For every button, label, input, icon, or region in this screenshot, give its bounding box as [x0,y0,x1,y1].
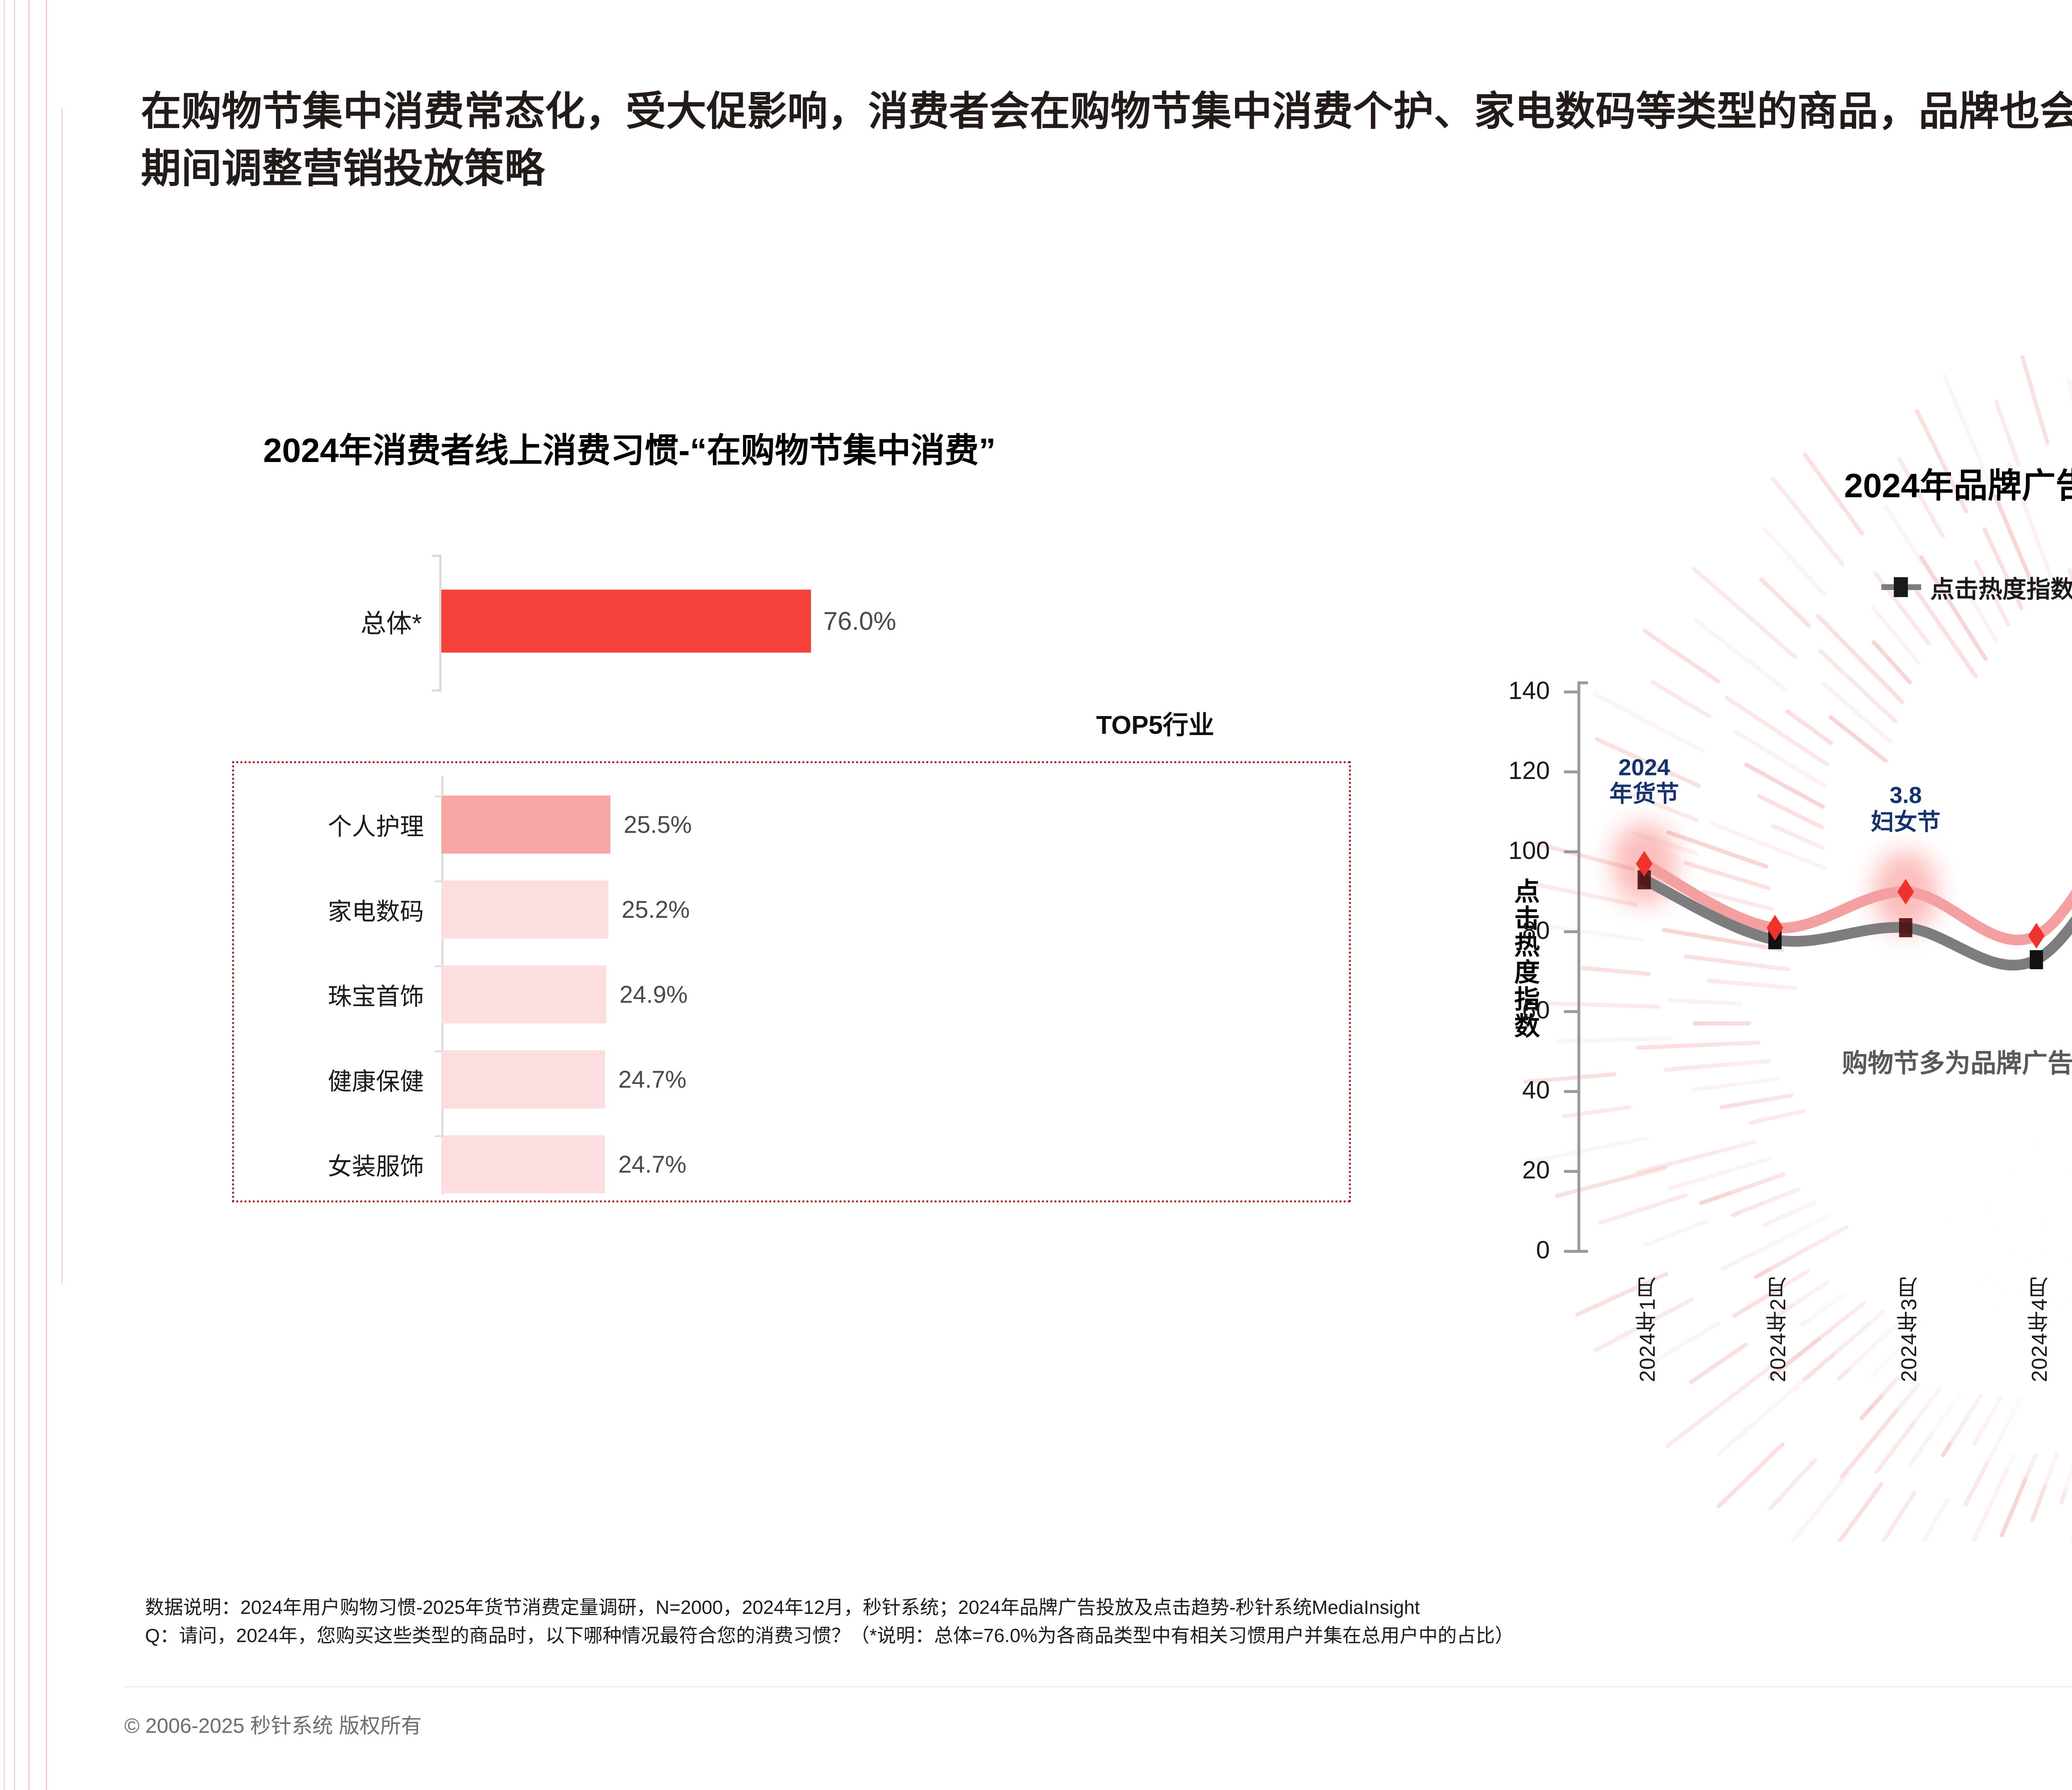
y-tick-left: 0 [1536,1236,1550,1264]
top5-value-label: 24.9% [620,981,688,1008]
footnote-line-2: Q：请问，2024年，您购买这些类型的商品时，以下哪种情况最符合您的消费习惯？（… [145,1625,1514,1647]
top5-row: 家电数码 25.2% [234,872,1349,947]
y-tick-left: 60 [1522,996,1550,1024]
top5-axis-tick [435,965,442,967]
consumption-habit-panel: 2024年消费者线上消费习惯-“在购物节集中消费” 总体* 76.0% TOP5… [232,423,1351,1202]
top5-axis-tick [435,796,442,797]
top5-value-label: 24.7% [618,1151,687,1178]
overall-value: 76.0% [823,607,896,636]
festival-line2: 妇女节 [1871,808,1941,835]
copyright-text: © 2006-2025 秒针系统 版权所有 [124,1714,422,1737]
festival-line2: 年货节 [1609,781,1679,807]
decorative-left-stripes [3,0,63,1790]
overall-bar [439,590,811,653]
top5-category-label: 健康保健 [327,1068,424,1095]
in-chart-note: 购物节多为品牌广告曝光的高点或拐点 [1842,1049,2072,1078]
top5-category-label: 珠宝首饰 [327,983,424,1010]
overall-axis-line [439,555,441,692]
top5-row: 健康保健 24.7% [234,1042,1349,1117]
overall-bar-row: 总体* 76.0% [232,555,1351,692]
y-tick-left: 140 [1508,677,1550,704]
top5-value-label: 24.7% [618,1066,687,1093]
top5-row: 女装服饰 24.7% [234,1127,1349,1202]
top5-industry-box: 个人护理 25.5% 家电数码 25.2% 珠宝首饰 24.9% 健康保健 24… [232,761,1351,1202]
y-tick-left: 100 [1508,836,1550,864]
overall-axis-tick-top [432,555,440,557]
top5-category-label: 个人护理 [327,813,424,840]
top5-bar [441,880,608,939]
x-tick-label: 2024年3月 [1897,1276,1921,1382]
right-chart-title: 2024年品牌广告投放及点击趋势 [1844,467,2072,505]
x-tick-label: 2024年4月 [2028,1276,2052,1382]
footnote-line-1: 数据说明：2024年用户购物习惯-2025年货节消费定量调研，N=2000，20… [145,1596,1420,1618]
y-axis-label-left: 点击热度指数 [1514,878,1540,1041]
festival-annotation: 3.8 妇女节 [1835,782,1976,835]
y-tick-left: 20 [1522,1156,1550,1184]
y-tick-left: 80 [1522,916,1550,944]
overall-label: 总体* [360,610,422,638]
line-plot-area: 002020404060608080100100120120140140 202… [1347,427,2072,1546]
page-header: 在购物节集中消费常态化，受大促影响，消费者会在购物节集中消费个护、家电数码等类型… [141,83,2072,197]
footnotes: 数据说明：2024年用户购物习惯-2025年货节消费定量调研，N=2000，20… [145,1593,1514,1650]
top5-category-label: 女装服饰 [327,1153,424,1180]
top5-axis-tick [435,1050,442,1052]
x-tick-label: 2024年1月 [1635,1276,1660,1382]
footer-divider [124,1686,2072,1687]
x-tick-label: 2024年2月 [1766,1276,1791,1382]
top5-value-label: 25.2% [622,896,690,923]
top5-row: 珠宝首饰 24.9% [234,957,1349,1032]
top5-bar [441,1050,605,1108]
ad-trend-panel: 2024年品牌广告投放及点击趋势 点击热度指数 投放热度指数 点击热度指数 投放… [1347,427,2072,1546]
top5-category-label: 家电数码 [327,898,424,925]
top5-header: TOP5行业 [1096,711,1214,740]
page-title: 在购物节集中消费常态化，受大促影响，消费者会在购物节集中消费个护、家电数码等类型… [141,89,2072,191]
top5-bar [441,1135,605,1193]
top5-axis-tick [435,1135,442,1137]
festival-annotation: 2024 年货节 [1574,754,1715,808]
line-chart-svg [1564,681,2072,1253]
festival-line1: 2024 [1618,754,1670,780]
top5-value-label: 25.5% [624,811,692,838]
overall-axis-tick-bottom [432,689,440,692]
top5-bar [441,965,606,1023]
left-chart-title: 2024年消费者线上消费习惯-“在购物节集中消费” [263,432,996,469]
y-tick-left: 120 [1508,756,1550,784]
top5-bar [441,796,610,854]
y-tick-left: 40 [1522,1076,1550,1104]
top5-axis-tick [435,880,442,882]
top5-row: 个人护理 25.5% [234,787,1349,862]
festival-line1: 3.8 [1889,782,1922,808]
